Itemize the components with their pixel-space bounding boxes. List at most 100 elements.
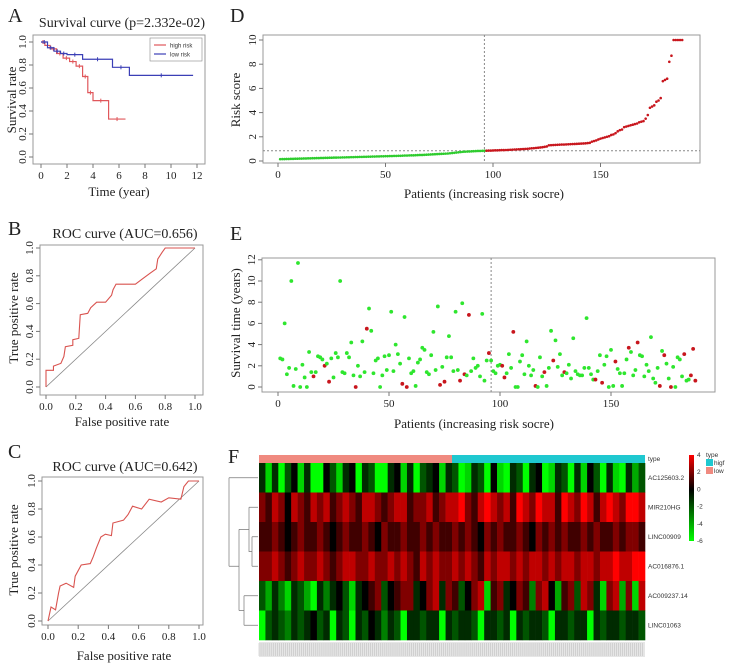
risk-point-low <box>455 151 458 154</box>
heatmap-cell <box>619 551 626 582</box>
heatmap-annotation-title: type <box>648 456 661 463</box>
heatmap-cell <box>297 492 305 523</box>
colorbar-tick-label: 0 <box>697 486 701 493</box>
heatmap-cell <box>265 463 273 493</box>
risk-point-high <box>489 149 493 152</box>
survtime-point-alive <box>606 385 611 389</box>
survtime-point-alive <box>387 353 391 358</box>
heatmap-cell <box>310 522 318 552</box>
heatmap-cell <box>361 610 369 641</box>
survtime-point-alive <box>540 374 545 379</box>
heatmap-cell <box>394 492 401 523</box>
survtime-point-alive <box>329 356 334 361</box>
survtime-point-alive <box>644 362 649 367</box>
heatmap-cell <box>361 551 369 582</box>
risk-point-low <box>311 156 314 160</box>
heatmap-cell <box>587 581 594 611</box>
heatmap-cell <box>567 522 575 552</box>
heatmap-cell <box>265 610 273 641</box>
risk-point-high <box>652 104 656 107</box>
risk-point-low <box>483 149 486 153</box>
risk-point-high <box>532 146 536 150</box>
survtime-point-alive <box>531 368 536 372</box>
heatmap-dendrogram <box>228 477 258 626</box>
roc-b-y-tick-label: 0.8 <box>24 268 36 282</box>
survtime-point-dead <box>467 313 471 317</box>
survtime-point-dead <box>682 352 687 357</box>
survtime-x-tick-label: 50 <box>384 398 396 410</box>
survtime-point-alive <box>622 371 627 376</box>
heatmap-cell <box>509 581 517 611</box>
heatmap-cell <box>606 522 614 552</box>
risk-point-high <box>605 135 609 139</box>
risk-point-low <box>285 157 288 161</box>
risk-point-low <box>302 157 306 160</box>
risk-point-low <box>291 157 295 161</box>
risk-point-low <box>478 149 482 153</box>
risk-point-low <box>470 150 473 153</box>
heatmap-cell <box>477 551 485 582</box>
risk-point-low <box>349 155 353 159</box>
risk-point-high <box>534 146 538 150</box>
survtime-point-alive <box>349 340 354 345</box>
risk-x-tick-label: 0 <box>275 169 281 181</box>
heatmap-cell <box>439 610 446 641</box>
heatmap-cell <box>342 581 350 611</box>
risk-point-high <box>575 142 579 146</box>
heatmap-cell <box>522 551 530 582</box>
heatmap-cell <box>516 610 524 641</box>
heatmap-cell <box>310 492 318 523</box>
heatmap-cell <box>355 551 363 582</box>
risk-point-high <box>526 147 529 151</box>
survtime-point-alive <box>320 357 325 362</box>
heatmap-cell <box>323 492 331 523</box>
heatmap-cell <box>323 551 331 582</box>
heatmap-cell <box>522 522 530 552</box>
survtime-point-alive <box>604 354 609 359</box>
heatmap-cell <box>259 610 266 641</box>
risk-point-low <box>461 150 465 154</box>
risk-point-low <box>440 152 443 156</box>
roc-b-ylabel: True positive rate <box>6 272 21 363</box>
heatmap-cell <box>561 463 569 493</box>
heatmap-cell <box>265 492 273 523</box>
heatmap-cell <box>606 492 614 523</box>
heatmap-cell <box>548 581 556 611</box>
heatmap-cell <box>561 522 569 552</box>
survtime-point-dead <box>600 380 605 385</box>
risk-point-high <box>594 139 598 142</box>
heatmap-cell <box>439 522 446 552</box>
survtime-point-alive <box>586 366 591 370</box>
heatmap-cell <box>445 551 453 582</box>
survtime-point-alive <box>564 371 569 376</box>
risk-point-low <box>298 157 301 160</box>
heatmap-cell <box>574 492 581 523</box>
survtime-point-alive <box>620 384 624 388</box>
survtime-point-alive <box>482 378 487 383</box>
heatmap-cell <box>323 581 331 611</box>
survtime-point-alive <box>287 366 291 370</box>
heatmap-cell <box>452 463 459 493</box>
heatmap-cell <box>291 463 298 493</box>
heatmap-cell <box>413 610 421 641</box>
risk-point-low <box>465 150 469 153</box>
survtime-point-alive <box>360 339 365 344</box>
survtime-point-alive <box>324 361 329 366</box>
survtime-point-alive <box>444 355 449 360</box>
survtime-point-alive <box>284 372 289 377</box>
survtime-point-alive <box>504 371 509 376</box>
heatmap-cell <box>310 610 318 641</box>
survtime-point-alive <box>407 356 411 361</box>
heatmap-cell <box>419 463 427 493</box>
heatmap-cell <box>587 610 594 641</box>
risk-point-low <box>468 150 471 153</box>
risk-point-high <box>603 136 607 139</box>
heatmap-cell <box>638 522 646 552</box>
type-legend-swatch-low <box>706 467 713 474</box>
heatmap-cell <box>542 492 549 523</box>
heatmap-cell <box>599 463 607 493</box>
risk-point-high <box>554 143 557 147</box>
legend-label: low risk <box>170 53 191 59</box>
risk-point-low <box>330 156 334 160</box>
survtime-point-dead <box>542 370 547 375</box>
